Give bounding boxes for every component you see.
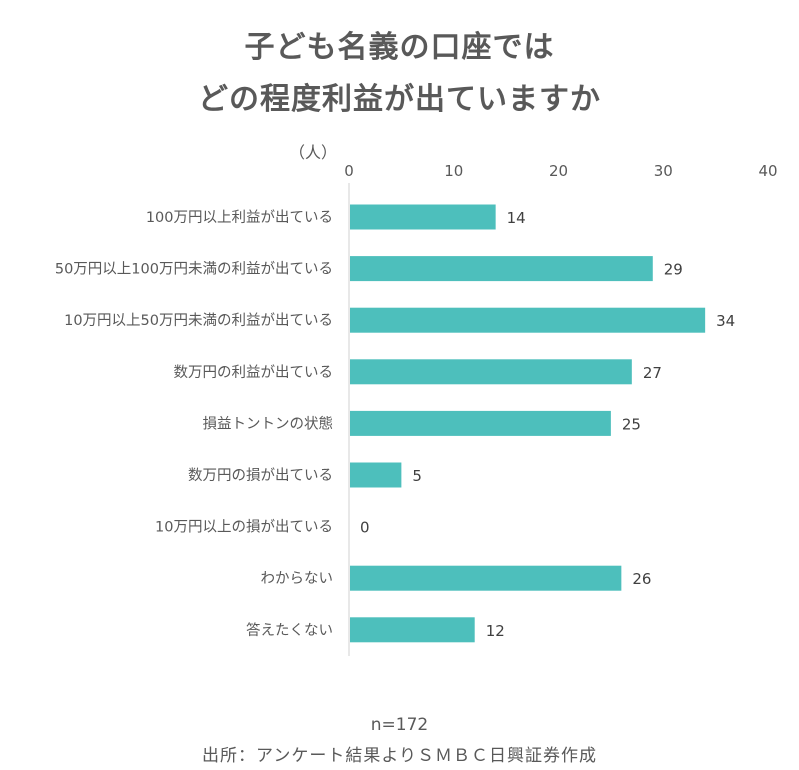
category-label: 10万円以上50万円未満の利益が出ている — [64, 312, 333, 329]
data-label: 25 — [622, 415, 641, 433]
data-label: 27 — [643, 364, 662, 382]
bar — [350, 359, 632, 385]
bar — [350, 307, 706, 333]
bar — [350, 410, 611, 436]
chart-title-line-2: どの程度利益が出ていますか — [198, 82, 601, 117]
x-tick-label: 20 — [549, 162, 568, 180]
data-label: 12 — [486, 622, 505, 640]
x-tick-label: 40 — [758, 162, 777, 180]
bar — [350, 462, 402, 488]
sample-size-label: n=172 — [370, 715, 429, 735]
data-label: 29 — [664, 261, 683, 279]
category-label: 答えたくない — [246, 622, 333, 639]
bar — [350, 256, 653, 282]
data-label: 34 — [716, 312, 735, 330]
source-note: 出所：アンケート結果よりＳＭＢＣ日興証券作成 — [202, 746, 597, 766]
category-label: 100万円以上利益が出ている — [146, 209, 333, 226]
bar — [350, 565, 622, 591]
chart-title-line-1: 子ども名義の口座では — [244, 30, 555, 65]
bar-chart: （人） 0 10 20 30 40 100万円以上利益が出ている 14 50万円以上100万円未… — [55, 143, 778, 656]
category-label: 損益トントンの状態 — [203, 415, 334, 432]
x-tick-label: 10 — [444, 162, 463, 180]
data-label: 5 — [412, 467, 422, 485]
bar — [350, 204, 496, 230]
data-label: 14 — [507, 209, 526, 227]
category-label: 数万円の利益が出ている — [174, 364, 334, 381]
category-label: 数万円の損が出ている — [188, 467, 333, 484]
x-tick-label: 30 — [654, 162, 673, 180]
data-label: 26 — [632, 570, 651, 588]
category-label: わからない — [261, 570, 334, 587]
x-tick-label: 0 — [344, 162, 354, 180]
data-label: 0 — [360, 519, 370, 537]
axis-unit-label: （人） — [289, 143, 337, 162]
category-label: 10万円以上の損が出ている — [155, 519, 333, 536]
bar — [350, 617, 475, 643]
category-label: 50万円以上100万円未満の利益が出ている — [55, 261, 333, 278]
